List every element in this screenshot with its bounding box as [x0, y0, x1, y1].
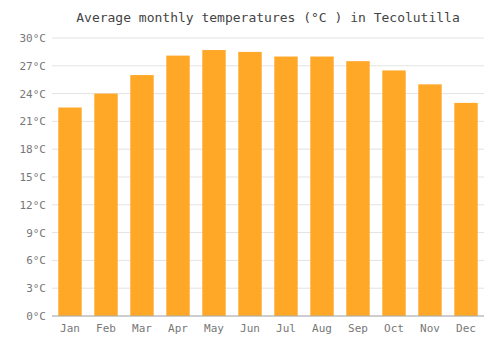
x-axis-line: [52, 316, 484, 317]
y-tick-label: 9°C: [26, 227, 46, 240]
x-tick-label: May: [204, 322, 224, 335]
y-tick-label: 0°C: [26, 310, 46, 323]
x-tick-label: Feb: [96, 322, 116, 335]
y-tick-label: 18°C: [20, 143, 47, 156]
x-tick-label: Mar: [132, 322, 152, 335]
chart-svg: Average monthly temperatures (°C ) in Te…: [0, 0, 500, 350]
y-tick-label: 24°C: [20, 88, 47, 101]
grid-line: [52, 316, 484, 317]
bar: [202, 50, 225, 316]
bar: [418, 84, 441, 316]
bars: [58, 50, 477, 316]
y-tick-label: 30°C: [20, 32, 47, 45]
x-tick-label: Sep: [348, 322, 368, 335]
bar: [238, 52, 261, 316]
bar: [382, 70, 405, 316]
x-tick-label: Nov: [420, 322, 440, 335]
grid-line: [52, 65, 484, 66]
x-tick-label: Jul: [276, 322, 296, 335]
x-tick-label: Aug: [312, 322, 332, 335]
bar: [274, 57, 297, 316]
x-tick-label: Jan: [60, 322, 80, 335]
bar: [454, 103, 477, 316]
x-tick-label: Apr: [168, 322, 188, 335]
bar: [130, 75, 153, 316]
y-tick-label: 15°C: [20, 171, 47, 184]
x-tick-label: Jun: [240, 322, 260, 335]
bar: [310, 57, 333, 316]
grid-line: [52, 38, 484, 39]
y-tick-label: 21°C: [20, 115, 47, 128]
y-tick-label: 12°C: [20, 199, 47, 212]
bar: [346, 61, 369, 316]
chart-container: Average monthly temperatures (°C ) in Te…: [0, 0, 500, 350]
bar: [94, 94, 117, 316]
grid: [52, 38, 484, 316]
y-tick-label: 3°C: [26, 282, 46, 295]
y-tick-label: 6°C: [26, 254, 46, 267]
bar: [58, 108, 81, 317]
x-tick-label: Dec: [456, 322, 476, 335]
y-tick-label: 27°C: [20, 60, 47, 73]
bar: [166, 56, 189, 316]
x-tick-label: Oct: [384, 322, 404, 335]
chart-title: Average monthly temperatures (°C ) in Te…: [76, 10, 460, 25]
